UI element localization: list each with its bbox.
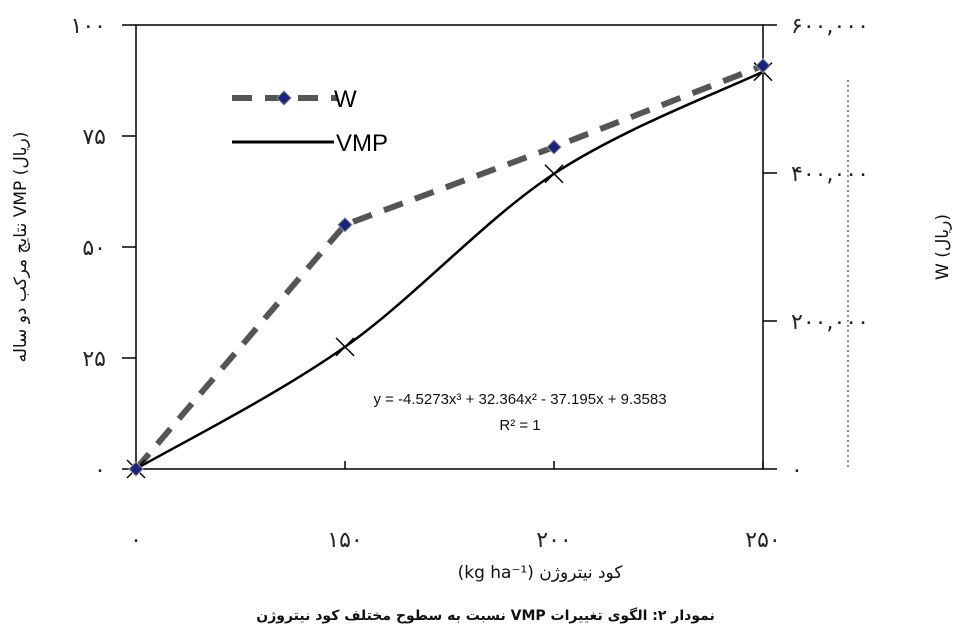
x-tick-label: ۲۰۰ (536, 528, 571, 553)
series-vmp-point (335, 337, 355, 357)
legend-vmp-label: VMP (336, 130, 388, 157)
legend-w-label: W (334, 86, 357, 113)
right-tick-label: ۶۰۰,۰۰۰ (791, 14, 869, 39)
legend: W VMP (232, 86, 388, 157)
series-vmp-markers (126, 62, 773, 479)
x-axis-title: کود نیتروژن (kg ha⁻¹) (458, 563, 624, 583)
series-w-line (133, 62, 765, 471)
figure-caption: نمودار ۲: الگوی تغییرات VMP نسبت به سطوح… (256, 608, 715, 624)
series-w-markers (128, 57, 771, 477)
left-tick-label: ۵۰ (82, 236, 106, 261)
left-tick-label: ۲۵ (82, 347, 106, 372)
series-w-point (128, 461, 144, 477)
left-axis: ۰ ۲۵ ۵۰ ۷۵ ۱۰۰ (71, 14, 136, 483)
series-w-point (546, 139, 562, 155)
trendline-equation: y = -4.5273x³ + 32.364x² - 37.195x + 9.3… (373, 391, 666, 408)
left-tick-label: ۱۰۰ (71, 14, 106, 39)
trendline-r-squared: R² = 1 (499, 417, 540, 434)
right-axis: ۰ ۲۰۰,۰۰۰ ۴۰۰,۰۰۰ ۶۰۰,۰۰۰ (763, 14, 869, 483)
right-tick-label: ۰ (791, 458, 803, 483)
left-tick-label: ۰ (94, 458, 106, 483)
x-tick-label: ۱۵۰ (327, 528, 362, 553)
x-tick-label: ۰ (130, 528, 142, 553)
series-w-point (755, 57, 771, 74)
legend-w-marker (276, 90, 292, 106)
series-w-point (337, 217, 353, 233)
y-axis-right-title: W (ریال) (933, 214, 953, 280)
chart: ۰ ۲۵ ۵۰ ۷۵ ۱۰۰ ۰ ۲۰۰,۰۰۰ ۴۰۰,۰۰۰ ۶۰۰,۰۰۰ ۰ ۱۵۰ ۲۰… (11, 14, 953, 583)
series-vmp-point (544, 164, 564, 184)
x-axis: ۰ ۱۵۰ ۲۰۰ ۲۵۰ (130, 461, 781, 553)
series-vmp-line (135, 70, 764, 471)
left-tick-label: ۷۵ (82, 125, 106, 150)
right-tick-label: ۲۰۰,۰۰۰ (791, 310, 869, 335)
x-tick-label: ۲۵۰ (745, 528, 780, 553)
y-axis-left-title: (ریال) VMP نتایج مرکب دو ساله (11, 132, 31, 363)
right-tick-label: ۴۰۰,۰۰۰ (791, 162, 869, 187)
